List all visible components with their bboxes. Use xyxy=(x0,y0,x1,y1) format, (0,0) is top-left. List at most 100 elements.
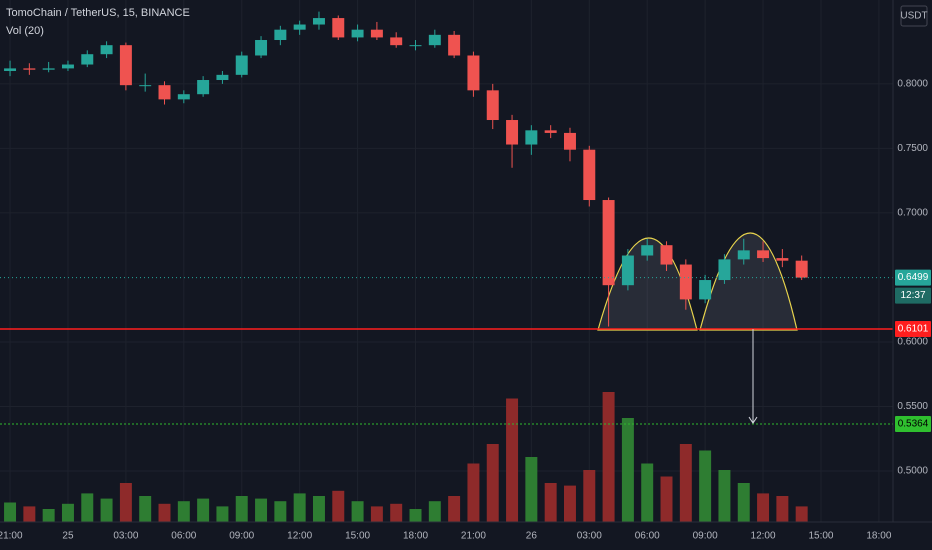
volume-bar xyxy=(602,392,615,522)
volume-bar xyxy=(621,418,634,522)
volume-bar xyxy=(197,498,210,522)
volume-bar xyxy=(737,483,750,522)
candle-body xyxy=(737,250,750,260)
grid xyxy=(0,0,893,522)
currency[interactable]: USDT xyxy=(900,11,927,22)
candle-body xyxy=(757,250,770,259)
y-tick-label: 0.5500 xyxy=(897,401,928,412)
candle-body xyxy=(42,68,55,70)
candle-body xyxy=(718,259,731,281)
projection-arrow-head xyxy=(748,416,758,424)
candle-body xyxy=(795,260,808,278)
volume-bar xyxy=(776,496,789,522)
candle-body xyxy=(448,34,461,56)
candle-body xyxy=(467,55,480,91)
candle-body xyxy=(699,280,712,300)
candle-body xyxy=(23,68,36,70)
volume-bar xyxy=(428,501,441,522)
candle-body xyxy=(776,258,789,261)
volume-bar xyxy=(255,498,268,522)
y-tick-label: 0.7500 xyxy=(897,143,928,154)
x-tick-label: 15:00 xyxy=(808,531,833,542)
volume-bar xyxy=(486,444,499,522)
volume-bar xyxy=(467,463,480,522)
support-label: 0.6101 xyxy=(898,324,929,335)
volume-bar xyxy=(4,502,17,522)
candle-body xyxy=(563,132,576,150)
support-label-box xyxy=(895,320,931,337)
volume-bar xyxy=(293,493,306,522)
candle-body xyxy=(602,200,615,286)
volume-bar xyxy=(351,501,364,522)
volume-bar xyxy=(448,496,461,522)
x-tick-label: 09:00 xyxy=(229,531,254,542)
volume-bar xyxy=(718,470,731,522)
chart-title: TomoChain / TetherUS, 15, BINANCE xyxy=(6,7,190,19)
y-tick-label: 0.6000 xyxy=(897,337,928,348)
currency-box[interactable] xyxy=(900,5,928,27)
volume-bar xyxy=(757,493,770,522)
candle-body xyxy=(235,55,248,75)
x-tick-label: 06:00 xyxy=(635,531,660,542)
candle-body xyxy=(390,37,403,46)
target-label-box xyxy=(895,416,931,433)
target-label: 0.5364 xyxy=(898,419,929,430)
volume-bar xyxy=(100,498,113,522)
x-tick-label: 18:00 xyxy=(866,531,891,542)
volume-bar xyxy=(274,501,287,522)
x-tick-label: 06:00 xyxy=(171,531,196,542)
candle-body xyxy=(641,245,654,256)
candle-body xyxy=(100,45,113,55)
x-tick-label: 12:00 xyxy=(287,531,312,542)
candle-body xyxy=(274,29,287,41)
volume-bar xyxy=(660,476,673,522)
y-tick-label: 0.8000 xyxy=(897,79,928,90)
volume-bar xyxy=(158,503,171,522)
candle-body xyxy=(660,245,673,265)
x-tick-label: 26 xyxy=(526,531,538,542)
volume-bar xyxy=(583,470,596,522)
candle-body xyxy=(370,29,383,38)
x-tick-label: 25 xyxy=(62,531,74,542)
x-tick-label: 12:00 xyxy=(751,531,776,542)
volume-bar xyxy=(525,457,538,522)
volume-bar xyxy=(312,496,325,522)
levels-layer xyxy=(0,277,893,425)
volume-bar xyxy=(332,490,345,522)
candle-body xyxy=(428,34,441,46)
volume-label: Vol (20) xyxy=(6,25,44,37)
volume-bar xyxy=(235,496,248,522)
last-price-label: 0.6499 xyxy=(898,272,929,283)
candle-body xyxy=(332,18,345,38)
candles-layer xyxy=(4,11,808,327)
volume-layer xyxy=(4,392,808,522)
volume-bar xyxy=(409,509,422,522)
volume-bar xyxy=(795,506,808,522)
volume-bar xyxy=(679,444,692,522)
candle-body xyxy=(506,120,519,145)
countdown: 12:37 xyxy=(900,290,925,301)
volume-bar xyxy=(61,503,74,522)
volume-bar xyxy=(177,501,190,522)
volume-bar xyxy=(81,493,94,522)
volume-bar xyxy=(216,506,229,522)
candle-body xyxy=(139,85,152,87)
countdown-box xyxy=(895,287,931,304)
candle-body xyxy=(81,54,94,65)
candle-body xyxy=(486,90,499,121)
x-tick-label: 21:00 xyxy=(0,531,23,542)
candle-body xyxy=(255,40,268,56)
candle-body xyxy=(351,29,364,38)
candle-body xyxy=(177,94,190,100)
candle-body xyxy=(525,130,538,145)
volume-bar xyxy=(506,398,519,522)
candle-body xyxy=(61,64,74,69)
volume-bar xyxy=(699,450,712,522)
candle-body xyxy=(158,85,171,100)
candle-body xyxy=(544,130,557,133)
candle-body xyxy=(621,255,634,286)
x-tick-label: 09:00 xyxy=(693,531,718,542)
volume-bar xyxy=(139,496,152,522)
